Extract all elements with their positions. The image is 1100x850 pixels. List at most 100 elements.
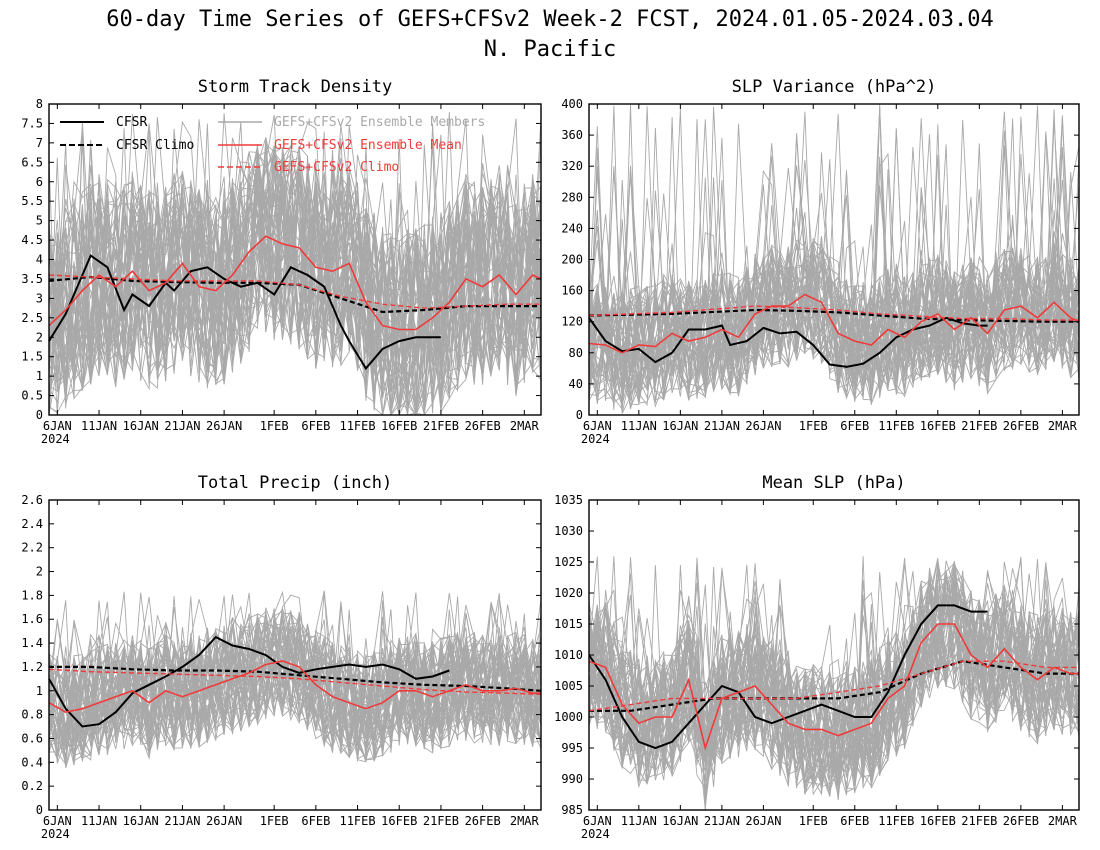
x-tick-label: 16JAN — [662, 814, 698, 828]
y-tick-label: 280 — [561, 190, 583, 204]
y-tick-label: 2 — [36, 565, 43, 579]
x-tick-label: 21JAN — [704, 419, 740, 433]
y-tick-label: 995 — [561, 741, 583, 755]
y-tick-label: 360 — [561, 128, 583, 142]
y-tick-label: 0.5 — [21, 389, 43, 403]
ensemble-members — [49, 111, 541, 415]
panel-title: Mean SLP (hPa) — [762, 473, 905, 493]
x-tick-label: 26JAN — [206, 814, 242, 828]
x-tick-label: 26JAN — [745, 419, 781, 433]
x-tick-label: 16JAN — [662, 419, 698, 433]
member-line — [589, 564, 1079, 793]
y-tick-label: 0 — [36, 408, 43, 422]
y-tick-label: 4 — [36, 253, 43, 267]
y-tick-label: 200 — [561, 253, 583, 267]
x-tick-label: 26JAN — [745, 814, 781, 828]
y-tick-label: 160 — [561, 284, 583, 298]
y-tick-label: 1005 — [554, 679, 583, 693]
y-tick-label: 1 — [36, 369, 43, 383]
y-tick-label: 2.5 — [21, 311, 43, 325]
ensemble-members — [589, 104, 1079, 414]
cfsr-line — [588, 604, 988, 750]
member-line — [49, 592, 541, 754]
x-tick-label: 16JAN — [123, 814, 159, 828]
member-line — [589, 561, 1079, 790]
y-tick-label: 1020 — [554, 586, 583, 600]
legend: CFSR CFSR Climo GEFS+CFSv2 Ensemble Member… — [60, 115, 485, 175]
x-tick-label: 16JAN — [123, 419, 159, 433]
member-line — [589, 563, 1079, 792]
y-tick-label: 5 — [36, 214, 43, 228]
x-tick-label: 2MAR — [510, 419, 540, 433]
x-tick-label: 2MAR — [1048, 419, 1078, 433]
y-tick-label: 2.6 — [21, 493, 43, 507]
y-tick-label: 3.5 — [21, 272, 43, 286]
x-tick-label: 11JAN — [81, 419, 117, 433]
y-tick-label: 1000 — [554, 710, 583, 724]
y-tick-label: 1.2 — [21, 660, 43, 674]
y-tick-label: 1015 — [554, 617, 583, 631]
member-line — [589, 135, 1079, 404]
cfsr-line — [588, 316, 988, 368]
x-tick-label: 26FEB — [1003, 814, 1039, 828]
x-tick-label: 2MAR — [1048, 814, 1078, 828]
ensemble-climo-line — [48, 274, 541, 309]
panel-title: SLP Variance (hPa^2) — [732, 77, 937, 97]
chart-panel-2: SLP Variance (hPa^2) 0 40 80 120 160 200 240 280… — [561, 77, 1080, 446]
cfsr-climo-line — [588, 308, 1079, 323]
panel-title: Total Precip (inch) — [198, 473, 392, 493]
x-tick-label: 6FEB — [301, 419, 330, 433]
x-tick-label: 6FEB — [840, 419, 869, 433]
x-tick-label: 21JAN — [704, 814, 740, 828]
y-tick-label: 1035 — [554, 493, 583, 507]
x-tick-label: 21FEB — [961, 419, 997, 433]
member-line — [589, 573, 1079, 789]
y-tick-label: 1030 — [554, 524, 583, 538]
x-tick-label: 16FEB — [920, 814, 956, 828]
member-line — [589, 594, 1079, 784]
legend-label-ens-climo: GEFS+CFSv2 Climo — [274, 160, 399, 175]
member-line — [49, 142, 541, 415]
x-tick-label: 6JAN — [43, 814, 72, 828]
y-tick-label: 8 — [36, 97, 43, 111]
y-tick-label: 1.4 — [21, 636, 43, 650]
x-tick-label: 26FEB — [465, 419, 501, 433]
y-tick-label: 320 — [561, 159, 583, 173]
ensemble-mean-line — [48, 235, 542, 331]
y-tick-label: 1.8 — [21, 588, 43, 602]
member-line — [49, 600, 541, 761]
y-tick-label: 0.6 — [21, 731, 43, 745]
x-year-label: 2024 — [581, 432, 610, 446]
ensemble-members — [589, 556, 1079, 810]
x-year-label: 2024 — [41, 827, 70, 841]
chart-panel-4: Mean SLP (hPa) 985 990 995 1000 1005 1010 1015 1… — [554, 473, 1080, 841]
member-line — [49, 596, 541, 759]
y-tick-label: 1025 — [554, 555, 583, 569]
plot-frame — [48, 499, 542, 811]
x-tick-label: 26FEB — [1003, 419, 1039, 433]
member-line — [589, 119, 1079, 406]
panel-title: Storm Track Density — [198, 77, 392, 97]
x-tick-label: 11FEB — [339, 814, 375, 828]
x-tick-label: 26FEB — [465, 814, 501, 828]
x-tick-label: 11JAN — [81, 814, 117, 828]
y-tick-label: 990 — [561, 772, 583, 786]
x-tick-label: 6FEB — [301, 814, 330, 828]
x-tick-label: 16FEB — [920, 419, 956, 433]
x-tick-label: 6FEB — [840, 814, 869, 828]
figure-subtitle: N. Pacific — [484, 37, 616, 62]
y-tick-label: 5.5 — [21, 194, 43, 208]
ensemble-mean-line — [588, 293, 1080, 354]
x-year-label: 2024 — [581, 827, 610, 841]
figure-title: 60-day Time Series of GEFS+CFSv2 Week-2 … — [106, 7, 993, 32]
y-tick-label: 0.2 — [21, 779, 43, 793]
x-tick-label: 1FEB — [799, 814, 828, 828]
ensemble-mean-line — [588, 623, 1079, 751]
x-tick-label: 21FEB — [423, 419, 459, 433]
y-tick-label: 0.8 — [21, 708, 43, 722]
member-line — [49, 616, 541, 744]
x-tick-label: 6JAN — [583, 814, 612, 828]
x-tick-label: 26JAN — [206, 419, 242, 433]
x-tick-label: 2MAR — [510, 814, 540, 828]
